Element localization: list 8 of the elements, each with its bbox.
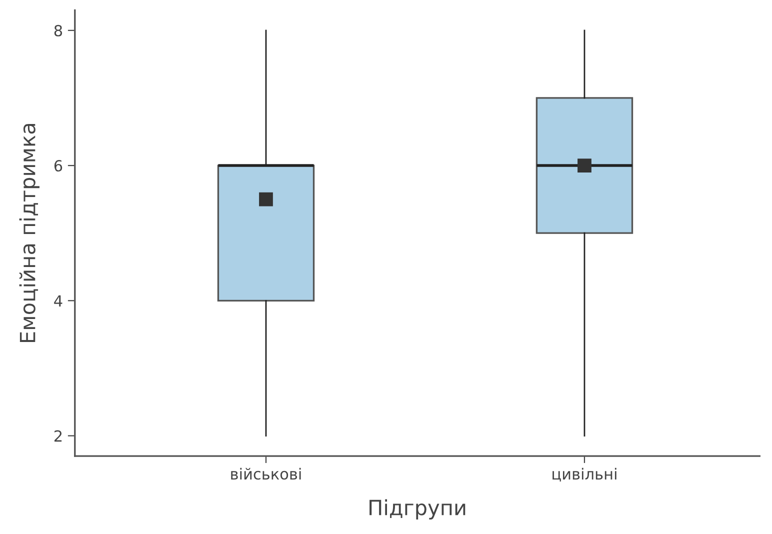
x-axis-title: Підгрупи (370, 499, 466, 520)
y-tick-label: 2 (54, 430, 62, 442)
x-tick-label: військові (231, 468, 301, 480)
y-tick-label: 8 (54, 24, 62, 36)
y-axis-title: Емоційна підтримка (19, 124, 40, 342)
y-tick-label: 4 (54, 295, 62, 306)
y-tick-label: 6 (54, 160, 62, 172)
x-tick-label: цивільні (552, 468, 616, 482)
